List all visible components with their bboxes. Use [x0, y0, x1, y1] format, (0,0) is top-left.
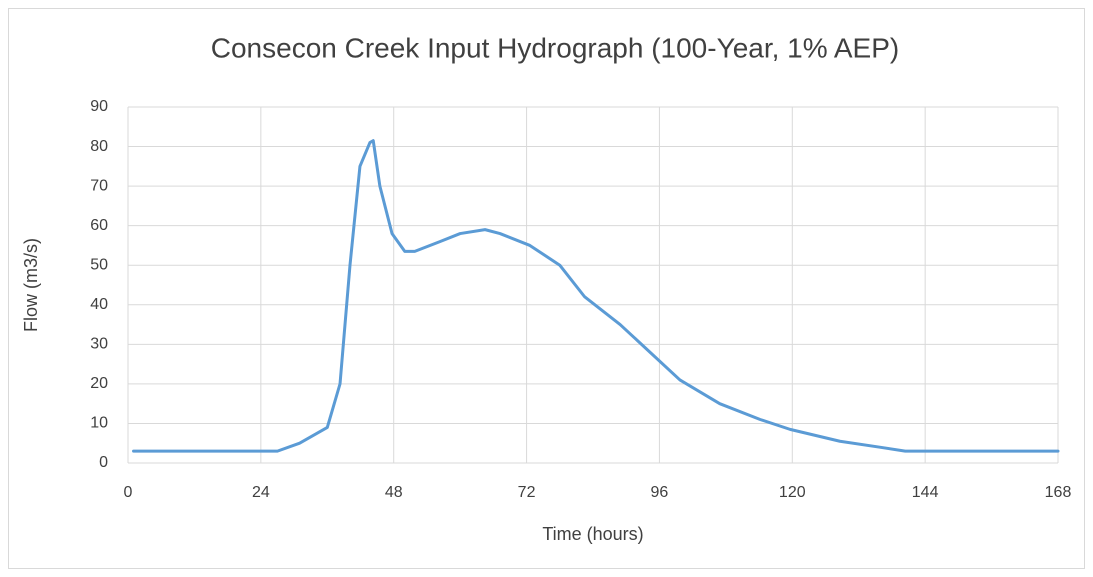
- x-tick-label: 48: [385, 484, 403, 501]
- y-tick-label: 70: [90, 177, 108, 194]
- chart-border: [8, 8, 1085, 569]
- y-tick-label: 0: [99, 454, 108, 471]
- y-tick-label: 20: [90, 375, 108, 392]
- y-tick-label: 50: [90, 256, 108, 273]
- y-axis-title: Flow (m3/s): [21, 238, 41, 332]
- y-tick-label: 90: [90, 98, 108, 115]
- y-tick-label: 10: [90, 415, 108, 432]
- y-tick-label: 80: [90, 138, 108, 155]
- chart-title: Consecon Creek Input Hydrograph (100-Yea…: [211, 32, 899, 63]
- x-tick-label: 72: [518, 484, 536, 501]
- x-tick-label: 144: [912, 484, 939, 501]
- y-tick-label: 60: [90, 217, 108, 234]
- y-tick-label: 30: [90, 336, 108, 353]
- x-tick-label: 0: [124, 484, 133, 501]
- data-line: [132, 139, 1060, 453]
- x-tick-label: 120: [779, 484, 806, 501]
- x-tick-label: 96: [651, 484, 669, 501]
- x-tick-label: 168: [1045, 484, 1072, 501]
- y-tick-label: 40: [90, 296, 108, 313]
- x-tick-label: 24: [252, 484, 270, 501]
- x-axis-title: Time (hours): [542, 524, 643, 544]
